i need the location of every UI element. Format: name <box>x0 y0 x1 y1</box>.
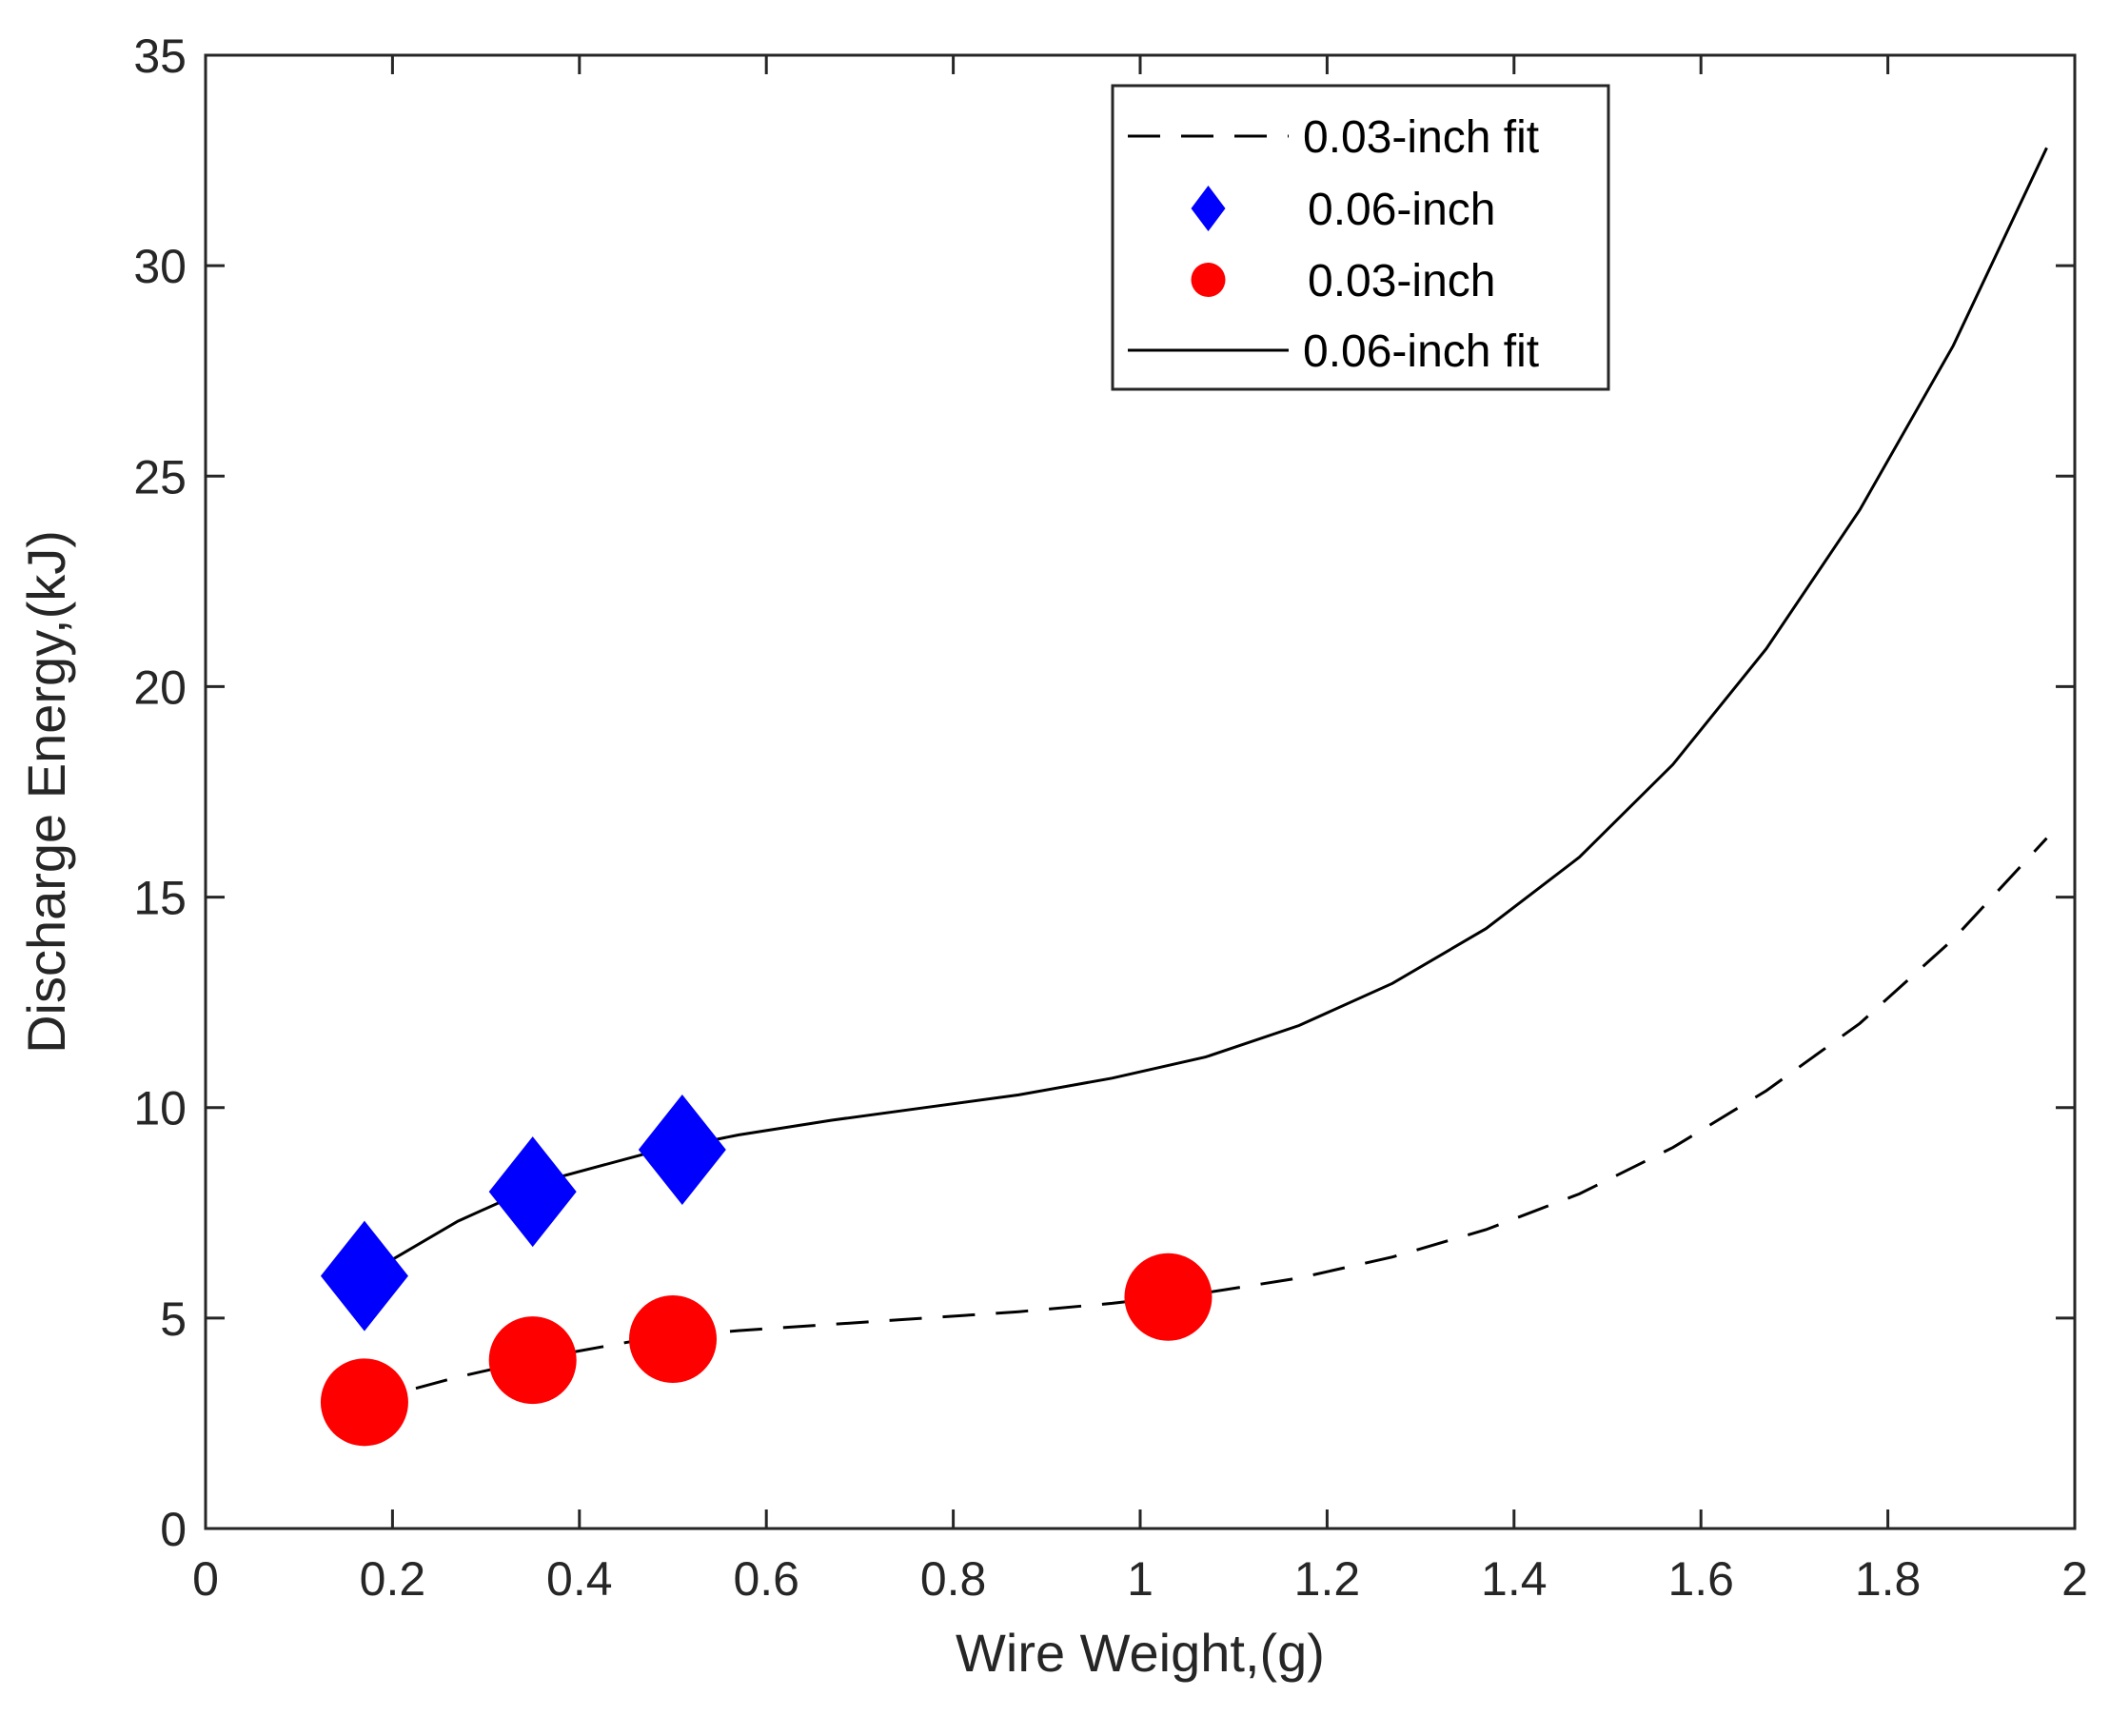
legend: 0.03-inch fit 0.06-inch 0.03-inch 0.06-inch… <box>1111 84 1610 391</box>
y-axis-title: Discharge Energy,(kJ) <box>16 530 76 1054</box>
data-point-circle <box>488 1316 577 1405</box>
y-tick-label: 35 <box>133 30 187 83</box>
x-tick-label: 0.4 <box>546 1552 613 1606</box>
y-tick-label: 10 <box>133 1082 187 1135</box>
legend-label: 0.03-inch <box>1308 256 1495 306</box>
data-point-circle <box>629 1294 717 1383</box>
x-tick-label: 0.6 <box>733 1552 799 1606</box>
legend-label: 0.06-inch <box>1308 185 1495 235</box>
y-tick-label: 5 <box>160 1292 187 1346</box>
y-tick-label: 25 <box>133 450 187 503</box>
y-tick-label: 0 <box>160 1503 187 1556</box>
y-tick-label: 20 <box>133 661 187 714</box>
x-tick-label: 0 <box>192 1552 219 1606</box>
y-tick-label: 15 <box>133 872 187 925</box>
plot-marks <box>320 147 2048 1447</box>
x-tick-label: 2 <box>2061 1552 2088 1606</box>
x-tick-label: 0.2 <box>360 1552 426 1606</box>
x-tick-label: 1 <box>1127 1552 1154 1606</box>
x-axis-title: Wire Weight,(g) <box>956 1623 1325 1683</box>
legend-label: 0.06-inch fit <box>1303 326 1539 377</box>
x-tick-label: 0.8 <box>920 1552 987 1606</box>
data-point-diamond <box>320 1220 408 1332</box>
legend-swatch-diamond <box>1191 186 1226 231</box>
x-tick-label: 1.2 <box>1294 1552 1361 1606</box>
x-tick-label: 1.8 <box>1855 1552 1922 1606</box>
data-point-circle <box>320 1358 408 1447</box>
axis-ticks: 0 0.2 0.4 0.6 0.8 1 1.2 1.4 1.6 1.8 20510152025303… <box>133 30 2088 1606</box>
legend-label: 0.03-inch fit <box>1303 112 1539 163</box>
x-tick-label: 1.4 <box>1481 1552 1548 1606</box>
data-point-diamond <box>638 1094 726 1205</box>
legend-swatch-circle <box>1191 263 1226 297</box>
y-tick-label: 30 <box>133 240 187 293</box>
data-point-diamond <box>488 1136 577 1248</box>
data-point-circle <box>1124 1253 1213 1341</box>
x-tick-label: 1.6 <box>1667 1552 1734 1606</box>
